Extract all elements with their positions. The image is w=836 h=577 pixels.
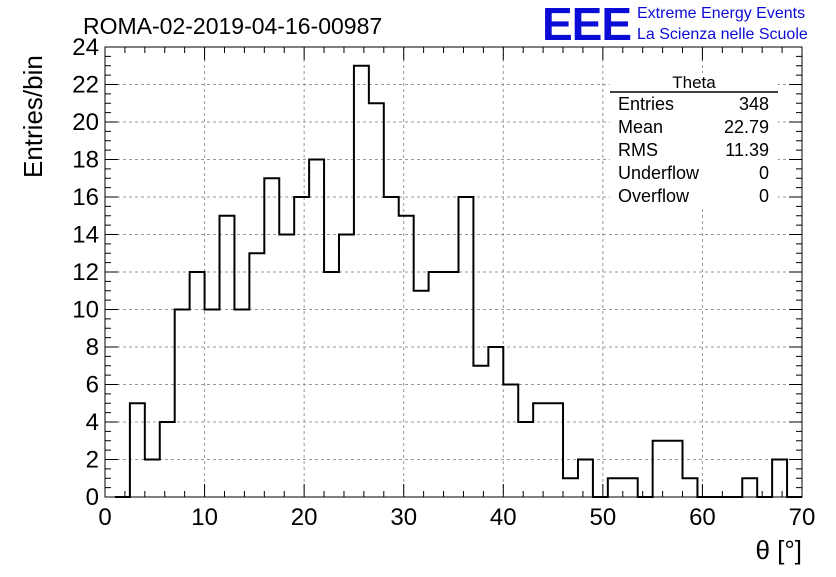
histogram-bin (369, 103, 384, 497)
histogram-bin (548, 403, 563, 497)
histogram-bin (130, 403, 145, 497)
histogram-bin (742, 478, 757, 497)
histogram-bin (190, 272, 205, 497)
stats-value-underflow: 0 (759, 163, 769, 183)
stats-label-mean: Mean (618, 117, 663, 137)
eee-logo: EEE Extreme Energy Events La Scienza nel… (542, 0, 808, 50)
stats-label-underflow: Underflow (618, 163, 700, 183)
histogram-bin (264, 178, 279, 497)
x-tick-label: 20 (291, 504, 318, 531)
y-tick-label: 8 (86, 334, 99, 361)
stats-label-entries: Entries (618, 94, 674, 114)
histogram-bin (414, 291, 429, 497)
x-tick-label: 70 (789, 504, 816, 531)
histogram-bin (160, 422, 175, 497)
histogram-bin (444, 272, 459, 497)
histogram-bin (623, 478, 638, 497)
histogram-bin (608, 478, 623, 497)
histogram-bin (279, 235, 294, 498)
eee-logo-line2: La Scienza nelle Scuole (637, 26, 808, 43)
y-tick-label: 18 (72, 147, 99, 174)
stats-title: Theta (672, 73, 716, 92)
histogram-bin (578, 460, 593, 498)
histogram-bin (205, 310, 220, 498)
y-tick-label: 6 (86, 372, 99, 399)
histogram-bin (354, 66, 369, 497)
run-title: ROMA-02-2019-04-16-00987 (83, 13, 382, 39)
histogram-bin (294, 197, 309, 497)
histogram-bin (145, 460, 160, 498)
y-tick-label: 16 (72, 184, 99, 211)
stats-label-rms: RMS (618, 140, 658, 160)
histogram-series-line (114, 64, 802, 498)
histogram-bin (309, 160, 324, 498)
stats-value-mean: 22.79 (724, 117, 769, 137)
stats-value-rms: 11.39 (725, 140, 769, 160)
stats-box-background (610, 73, 778, 208)
histogram-bin (533, 403, 548, 497)
eee-logo-mark: EEE (542, 0, 631, 50)
x-tick-label: 50 (590, 504, 617, 531)
histogram-bin (324, 272, 339, 497)
axis-ticks (104, 46, 803, 498)
eee-logo-line1: Extreme Energy Events (637, 5, 805, 22)
histogram-bin (458, 197, 473, 497)
histogram-bin (429, 272, 444, 497)
histogram-bin (518, 422, 533, 497)
x-tick-label: 60 (689, 504, 716, 531)
histogram-bin (234, 310, 249, 498)
y-tick-label: 2 (86, 447, 99, 474)
stats-value-overflow: 0 (759, 186, 769, 206)
y-tick-label: 10 (72, 297, 99, 324)
stats-box: Theta Entries 348 Mean 22.79 RMS 11.39 U… (610, 73, 778, 208)
x-axis-label: θ [°] (755, 535, 802, 565)
stats-value-entries: 348 (739, 94, 769, 114)
histogram-bin (384, 197, 399, 497)
x-tick-label: 40 (490, 504, 517, 531)
histogram-bin (563, 478, 578, 497)
histogram-bin (249, 253, 264, 497)
x-tick-label: 30 (390, 504, 417, 531)
y-tick-label: 12 (72, 259, 99, 286)
y-tick-label: 0 (86, 484, 99, 511)
x-tick-label: 10 (191, 504, 218, 531)
y-tick-label: 24 (72, 34, 99, 61)
histogram-bin (339, 235, 354, 498)
stats-label-overflow: Overflow (618, 186, 690, 206)
histogram-bin (175, 310, 190, 498)
y-tick-label: 20 (72, 109, 99, 136)
histogram-bin (668, 441, 683, 497)
histogram-bin (503, 385, 518, 498)
histogram-bin (772, 460, 787, 498)
y-tick-label: 14 (72, 222, 99, 249)
histogram-bin (220, 216, 235, 497)
y-tick-label: 4 (86, 409, 99, 436)
histogram-bin (473, 366, 488, 497)
y-axis-label: Entries/bin (18, 55, 48, 178)
histogram-bin (488, 347, 503, 497)
y-tick-label: 22 (72, 72, 99, 99)
x-tick-label: 0 (98, 504, 111, 531)
histogram-bin (683, 478, 698, 497)
histogram-bin (653, 441, 668, 497)
histogram-bin (399, 216, 414, 497)
